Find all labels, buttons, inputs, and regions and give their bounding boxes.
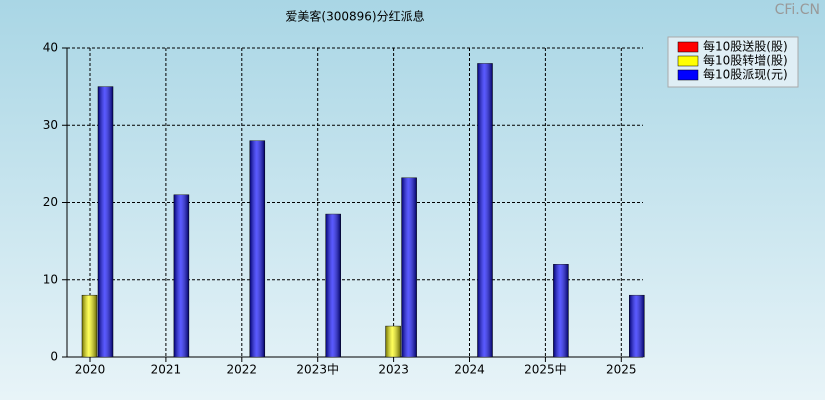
bar-shade bbox=[477, 63, 493, 357]
watermark: CFi.CN bbox=[775, 2, 820, 18]
bar-shade bbox=[98, 86, 113, 357]
x-tick-label: 2022 bbox=[227, 363, 258, 377]
bar-shade bbox=[385, 326, 401, 357]
legend-swatch bbox=[677, 41, 699, 53]
x-tick-label: 2021 bbox=[151, 363, 182, 377]
legend-label: 每10股派现(元) bbox=[703, 67, 788, 82]
x-tick-label: 2023 bbox=[378, 363, 409, 377]
bar-shade bbox=[401, 177, 417, 357]
bar-shade bbox=[82, 295, 97, 357]
legend-swatch bbox=[677, 69, 699, 81]
x-tick-label: 2020 bbox=[75, 363, 106, 377]
y-tick-label: 0 bbox=[50, 350, 58, 364]
y-tick-label: 10 bbox=[43, 272, 58, 286]
y-tick-label: 40 bbox=[43, 41, 58, 55]
bar-shade bbox=[249, 140, 265, 357]
bar-shade bbox=[173, 194, 189, 357]
x-tick-label: 2025 bbox=[606, 363, 637, 377]
y-tick-label: 20 bbox=[43, 195, 58, 209]
y-tick-label: 30 bbox=[43, 118, 58, 132]
x-tick-label: 2025中 bbox=[524, 362, 567, 377]
legend-label: 每10股转增(股) bbox=[703, 53, 788, 68]
x-tick-label: 2024 bbox=[454, 363, 485, 377]
bar-shade bbox=[553, 264, 569, 357]
legend-swatch bbox=[677, 55, 699, 67]
chart-title: 爱美客(300896)分红派息 bbox=[285, 9, 424, 24]
bar-shade bbox=[325, 214, 341, 357]
legend-label: 每10股送股(股) bbox=[703, 39, 788, 54]
bar-shade bbox=[629, 295, 645, 357]
x-tick-label: 2023中 bbox=[296, 362, 339, 377]
